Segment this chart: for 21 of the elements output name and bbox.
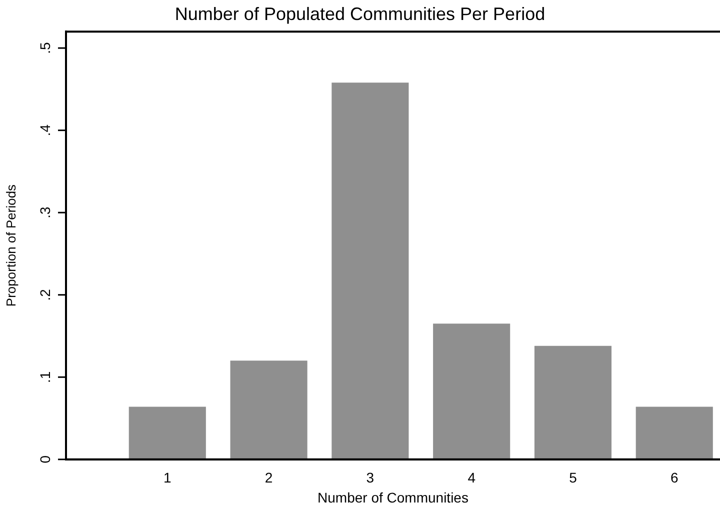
y-tick-label: .3 [36, 206, 53, 218]
x-tick-label: 5 [569, 470, 578, 486]
x-axis-title: Number of Communities [318, 489, 468, 506]
x-tick-label: 6 [670, 470, 678, 486]
y-tick-label: .1 [36, 371, 53, 383]
bar [534, 346, 612, 460]
y-tick-label: 0 [36, 455, 53, 464]
y-tick-label: .2 [36, 288, 53, 301]
x-tick-label: 1 [163, 470, 172, 486]
y-axis-title: Proportion of Periods [3, 184, 18, 307]
x-tick-label: 3 [366, 470, 374, 486]
bar [332, 82, 409, 460]
x-tick-label: 4 [468, 470, 476, 486]
bar [128, 406, 206, 460]
x-tick-label: 2 [264, 470, 273, 486]
bar [433, 324, 510, 460]
bar [636, 406, 713, 460]
y-tick-label: .5 [36, 42, 53, 54]
y-tick-label: .4 [36, 124, 53, 136]
bar [230, 360, 308, 460]
chart-title: Number of Populated Communities Per Period [174, 4, 546, 24]
